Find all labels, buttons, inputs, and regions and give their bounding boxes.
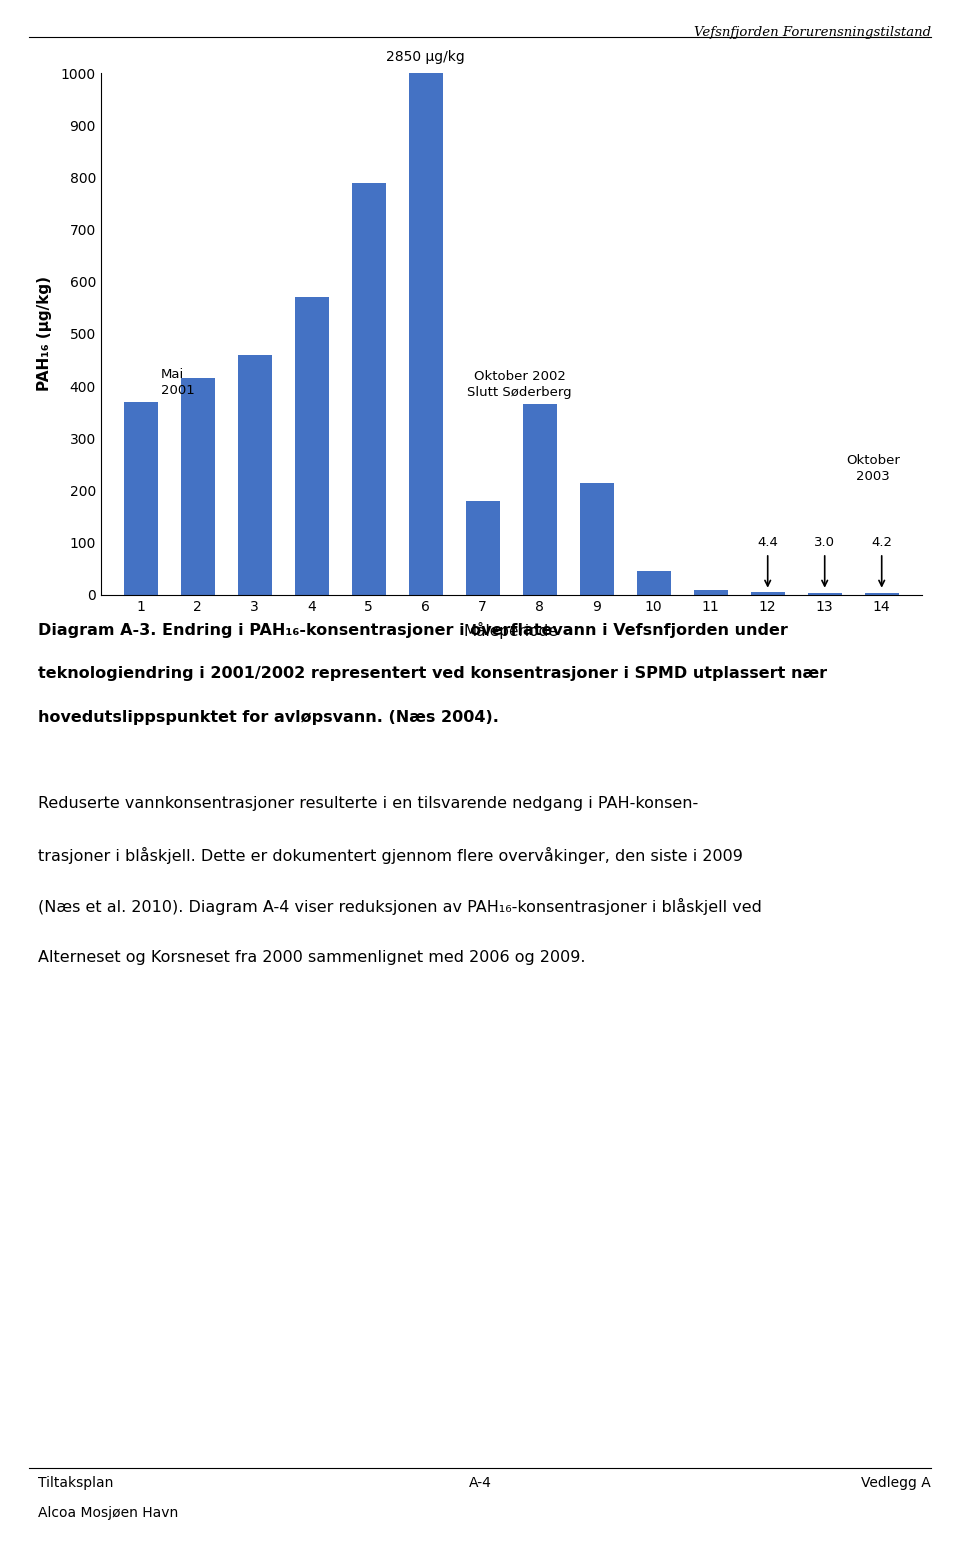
Text: Alterneset og Korsneset fra 2000 sammenlignet med 2006 og 2009.: Alterneset og Korsneset fra 2000 sammenl… [38, 950, 586, 965]
Bar [409, 73, 443, 595]
Bar [636, 571, 671, 595]
X-axis label: Måleperiode: Måleperiode [464, 621, 559, 638]
Text: teknologiendring i 2001/2002 representert ved konsentrasjoner i SPMD utplassert : teknologiendring i 2001/2002 representer… [38, 666, 828, 682]
Text: trasjoner i blåskjell. Dette er dokumentert gjennom flere overvåkinger, den sist: trasjoner i blåskjell. Dette er dokument… [38, 847, 743, 864]
Text: 3.0: 3.0 [814, 536, 835, 550]
Text: Alcoa Mosjøen Havn: Alcoa Mosjøen Havn [38, 1506, 179, 1520]
Bar [124, 402, 157, 595]
Text: hovedutslippspunktet for avløpsvann. (Næs 2004).: hovedutslippspunktet for avløpsvann. (Næ… [38, 710, 499, 726]
Bar [238, 355, 272, 595]
Text: 2850 μg/kg: 2850 μg/kg [386, 50, 465, 64]
Text: Vefsnfjorden Forurensningstilstand: Vefsnfjorden Forurensningstilstand [694, 26, 931, 39]
Text: 4.4: 4.4 [757, 536, 779, 550]
Y-axis label: PAH₁₆ (μg/kg): PAH₁₆ (μg/kg) [37, 277, 53, 391]
Text: Oktober 2002
Slutt Søderberg: Oktober 2002 Slutt Søderberg [468, 371, 572, 399]
Bar [693, 590, 728, 595]
Bar [522, 405, 557, 595]
Text: (Næs et al. 2010). Diagram A-4 viser reduksjonen av PAH₁₆-konsentrasjoner i blås: (Næs et al. 2010). Diagram A-4 viser red… [38, 898, 762, 916]
Bar [180, 378, 215, 595]
Text: Tiltaksplan: Tiltaksplan [38, 1476, 114, 1490]
Bar [865, 593, 899, 595]
Text: 4.2: 4.2 [872, 536, 892, 550]
Text: Vedlegg A: Vedlegg A [861, 1476, 931, 1490]
Text: Reduserte vannkonsentrasjoner resulterte i en tilsvarende nedgang i PAH-konsen-: Reduserte vannkonsentrasjoner resulterte… [38, 796, 699, 811]
Text: Diagram A-3. Endring i PAH₁₆-konsentrasjoner i overflatevann i Vefsnfjorden unde: Diagram A-3. Endring i PAH₁₆-konsentrasj… [38, 623, 788, 638]
Bar [580, 483, 613, 595]
Text: Oktober
2003: Oktober 2003 [846, 453, 900, 483]
Text: Mai
2001: Mai 2001 [160, 367, 194, 397]
Bar [807, 593, 842, 595]
Bar [466, 501, 500, 595]
Bar [295, 297, 329, 595]
Bar [351, 182, 386, 595]
Text: A-4: A-4 [468, 1476, 492, 1490]
Bar [751, 593, 784, 595]
